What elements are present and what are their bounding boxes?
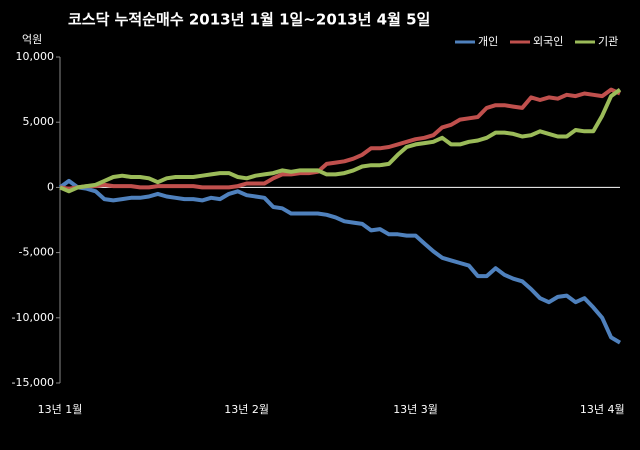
- y-tick-label: -5,000: [19, 246, 54, 259]
- x-tick-label: 13년 1월: [38, 403, 83, 416]
- x-tick-label: 13년 4월: [580, 403, 625, 416]
- chart-title: 코스닥 누적순매수 2013년 1월 1일~2013년 4월 5일: [68, 11, 430, 29]
- legend-label: 기관: [598, 35, 618, 48]
- y-axis-label: 억원: [22, 33, 42, 46]
- x-tick-label: 13년 3월: [393, 403, 438, 416]
- legend-label: 개인: [478, 35, 498, 48]
- y-tick-label: 10,000: [16, 50, 55, 63]
- y-tick-label: 0: [47, 180, 54, 193]
- series-line: [59, 87, 621, 191]
- y-tick-label: 5,000: [23, 115, 55, 128]
- y-tick-label: -10,000: [12, 311, 54, 324]
- series-line: [58, 178, 622, 345]
- y-tick-label: -15,000: [12, 376, 54, 389]
- x-tick-label: 13년 2월: [224, 403, 269, 416]
- legend-label: 외국인: [533, 35, 563, 48]
- series-line: [59, 87, 622, 194]
